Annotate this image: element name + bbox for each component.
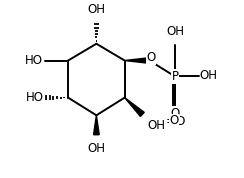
Polygon shape <box>125 98 144 116</box>
Polygon shape <box>93 115 99 135</box>
Text: OH: OH <box>200 69 218 82</box>
Polygon shape <box>125 58 149 63</box>
Text: O: O <box>169 114 179 127</box>
Text: O: O <box>147 51 156 64</box>
Text: OH: OH <box>87 3 105 16</box>
Text: OH: OH <box>148 119 166 132</box>
Text: O: O <box>170 107 180 120</box>
Text: HO: HO <box>25 91 43 104</box>
Text: =O: =O <box>166 115 186 128</box>
Text: HO: HO <box>24 54 42 67</box>
Text: P: P <box>172 70 179 83</box>
Text: P: P <box>172 70 179 83</box>
Text: OH: OH <box>87 142 105 155</box>
Text: OH: OH <box>166 25 184 38</box>
